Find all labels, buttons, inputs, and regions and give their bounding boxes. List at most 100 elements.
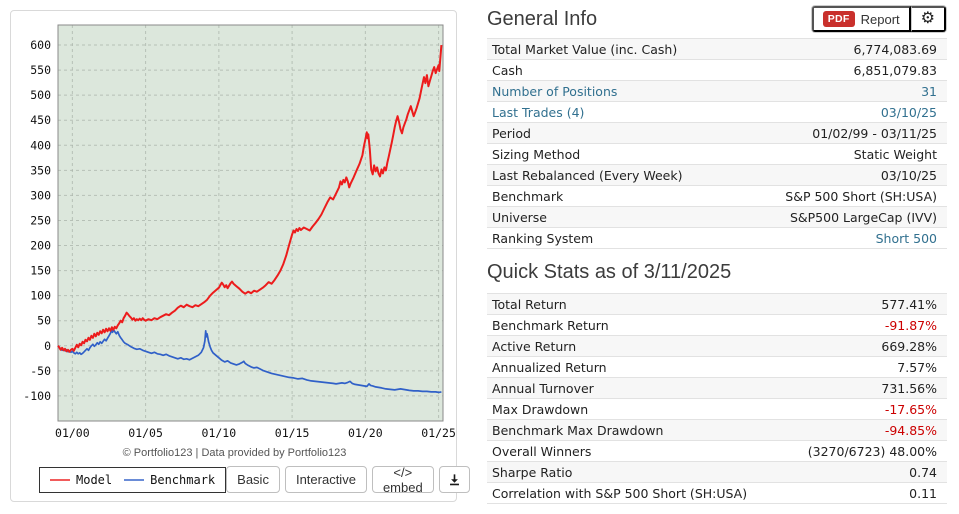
performance-chart-card: 600 550 500 450 400 350 300 250 200 150 100 50 0 -50-… <box>10 10 470 502</box>
svg-text:01/00: 01/00 <box>55 426 90 440</box>
svg-text:-100: -100 <box>23 389 51 403</box>
svg-text:01/25: 01/25 <box>421 426 456 440</box>
row-label: Annual Turnover <box>492 380 594 396</box>
general-info-row: Universe S&P500 LargeCap (IVV) <box>487 207 947 228</box>
general-info-row: Last Rebalanced (Every Week) 03/10/25 <box>487 165 947 186</box>
svg-text:50: 50 <box>37 314 51 328</box>
svg-text:01/10: 01/10 <box>202 426 237 440</box>
quick-stats-row: Annual Turnover 731.56% <box>487 378 947 399</box>
general-info-table: Total Market Value (inc. Cash) 6,774,083.… <box>487 38 947 249</box>
svg-text:300: 300 <box>30 188 51 202</box>
quick-stats-title: Quick Stats as of 3/11/2025 <box>487 261 732 283</box>
row-label[interactable]: Last Trades (4) <box>492 104 585 120</box>
row-value: 577.41% <box>881 296 937 312</box>
quick-stats-table: Total Return 577.41% Benchmark Return -91.8… <box>487 293 947 504</box>
gear-icon: ⚙ <box>920 10 935 27</box>
svg-text:01/20: 01/20 <box>348 426 383 440</box>
row-label[interactable]: Number of Positions <box>492 83 618 99</box>
svg-text:0: 0 <box>44 339 51 353</box>
row-value[interactable]: Short 500 <box>875 230 937 246</box>
row-value: -94.85% <box>884 422 937 438</box>
svg-text:250: 250 <box>30 213 51 227</box>
row-label: Last Rebalanced (Every Week) <box>492 167 683 183</box>
row-label: Annualized Return <box>492 359 607 375</box>
row-label: Period <box>492 125 531 141</box>
row-label: Total Return <box>492 296 567 312</box>
row-value: -17.65% <box>884 401 937 417</box>
chart-legend: Model Benchmark <box>39 466 227 493</box>
row-label: Overall Winners <box>492 443 592 459</box>
download-chart-button[interactable] <box>438 466 470 493</box>
summary-panel: General Info PDF Report ⚙ Total Market V… <box>487 0 947 504</box>
svg-text:450: 450 <box>30 113 51 127</box>
row-label: Sizing Method <box>492 146 581 162</box>
general-info-title: General Info <box>487 7 598 30</box>
quick-stats-row: Benchmark Return -91.87% <box>487 315 947 336</box>
settings-button[interactable]: ⚙ <box>910 6 946 32</box>
row-value[interactable]: 31 <box>921 83 937 99</box>
interactive-chart-button[interactable]: Interactive <box>284 466 367 493</box>
row-value: S&P500 LargeCap (IVV) <box>789 209 937 225</box>
row-label: Ranking System <box>492 230 594 246</box>
svg-text:200: 200 <box>30 239 51 253</box>
quick-stats-row: Total Return 577.41% <box>487 294 947 315</box>
row-label: Sharpe Ratio <box>492 464 573 480</box>
general-info-row: Sizing Method Static Weight <box>487 144 947 165</box>
row-label: Active Return <box>492 338 577 354</box>
general-info-row: Number of Positions 31 <box>487 81 947 102</box>
svg-text:-50: -50 <box>30 364 51 378</box>
general-info-row: Period 01/02/99 - 03/11/25 <box>487 123 947 144</box>
row-value: 6,851,079.83 <box>853 62 938 78</box>
svg-text:500: 500 <box>30 88 51 102</box>
row-value: -91.87% <box>884 317 937 333</box>
svg-text:350: 350 <box>30 163 51 177</box>
svg-text:400: 400 <box>30 138 51 152</box>
svg-text:100: 100 <box>30 289 51 303</box>
legend-item-model: Model <box>50 473 112 487</box>
row-label: Correlation with S&P 500 Short (SH:USA) <box>492 485 748 501</box>
row-label: Universe <box>492 209 547 225</box>
row-label: Max Drawdown <box>492 401 589 417</box>
row-label: Cash <box>492 62 523 78</box>
general-info-row: Ranking System Short 500 <box>487 228 947 249</box>
quick-stats-row: Overall Winners (3270/6723) 48.00% <box>487 441 947 462</box>
row-value: 731.56% <box>881 380 937 396</box>
model-line-swatch <box>50 478 70 481</box>
basic-chart-button[interactable]: Basic <box>226 466 280 493</box>
row-value: 01/02/99 - 03/11/25 <box>812 125 937 141</box>
svg-text:600: 600 <box>30 38 51 52</box>
svg-text:01/15: 01/15 <box>275 426 310 440</box>
row-value: 6,774,083.69 <box>853 41 938 57</box>
legend-label-benchmark: Benchmark <box>150 472 216 487</box>
general-info-row: Total Market Value (inc. Cash) 6,774,083.… <box>487 39 947 60</box>
row-value: 03/10/25 <box>880 167 937 183</box>
embed-chart-button[interactable]: </> embed <box>371 465 434 495</box>
quick-stats-row: Active Return 669.28% <box>487 336 947 357</box>
quick-stats-row: Max Drawdown -17.65% <box>487 399 947 420</box>
row-value: Static Weight <box>853 146 937 162</box>
general-info-row: Last Trades (4) 03/10/25 <box>487 102 947 123</box>
row-value: S&P 500 Short (SH:USA) <box>785 188 937 204</box>
performance-chart: 600550500450400350300250200150100500-50-… <box>23 24 456 440</box>
legend-label-model: Model <box>76 472 113 487</box>
download-icon <box>449 473 459 485</box>
row-label: Total Market Value (inc. Cash) <box>492 41 678 57</box>
row-value: 669.28% <box>881 338 937 354</box>
pdf-report-button[interactable]: PDF Report <box>811 6 911 32</box>
general-info-row: Cash 6,851,079.83 <box>487 60 947 81</box>
report-label: Report <box>860 11 900 27</box>
chart-attribution: © Portfolio123 | Data provided by Portfo… <box>122 447 347 459</box>
svg-text:01/05: 01/05 <box>128 426 163 440</box>
svg-text:550: 550 <box>30 63 51 77</box>
quick-stats-row: Benchmark Max Drawdown -94.85% <box>487 420 947 441</box>
row-label: Benchmark Max Drawdown <box>492 422 664 438</box>
row-value: (3270/6723) 48.00% <box>807 443 937 459</box>
row-label: Benchmark <box>492 188 564 204</box>
pdf-badge: PDF <box>822 11 855 27</box>
benchmark-line-swatch <box>124 478 145 481</box>
svg-text:150: 150 <box>30 264 51 278</box>
legend-item-benchmark: Benchmark <box>124 473 215 487</box>
row-value[interactable]: 03/10/25 <box>880 104 937 120</box>
general-info-row: Benchmark S&P 500 Short (SH:USA) <box>487 186 947 207</box>
quick-stats-row: Correlation with S&P 500 Short (SH:USA) 0… <box>487 483 947 504</box>
